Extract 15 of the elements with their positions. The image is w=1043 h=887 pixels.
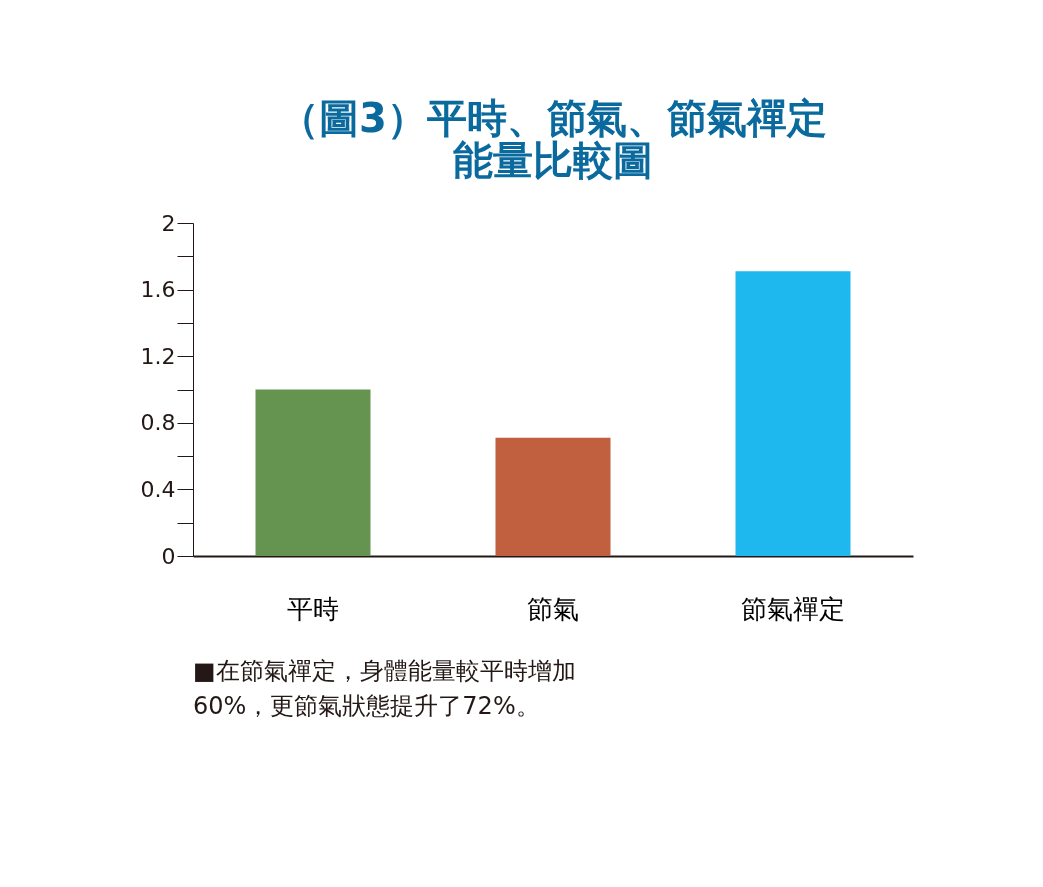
text: ■在節氣禪定，身體能量較平時增加	[193, 656, 576, 685]
y-tick-label: 0	[161, 543, 176, 569]
x-tick-label: 平時	[287, 593, 339, 624]
bar	[735, 271, 851, 556]
x-tick-label: 節氣禪定	[741, 593, 845, 624]
y-tick-label: 2	[161, 210, 176, 236]
x-tick-label: 節氣	[527, 593, 579, 624]
text: 60%，更節氣狀態提升了72%。	[193, 691, 540, 720]
chart-title: （圖3）平時、節氣、節氣禪定能量比較圖	[279, 95, 827, 183]
y-tick-label: 0.8	[140, 410, 176, 436]
y-tick-label: 1.6	[140, 277, 176, 303]
bar	[495, 437, 611, 556]
y-tick-label: 1.2	[140, 343, 176, 369]
bar	[255, 389, 371, 556]
y-tick-label: 0.4	[140, 476, 176, 502]
